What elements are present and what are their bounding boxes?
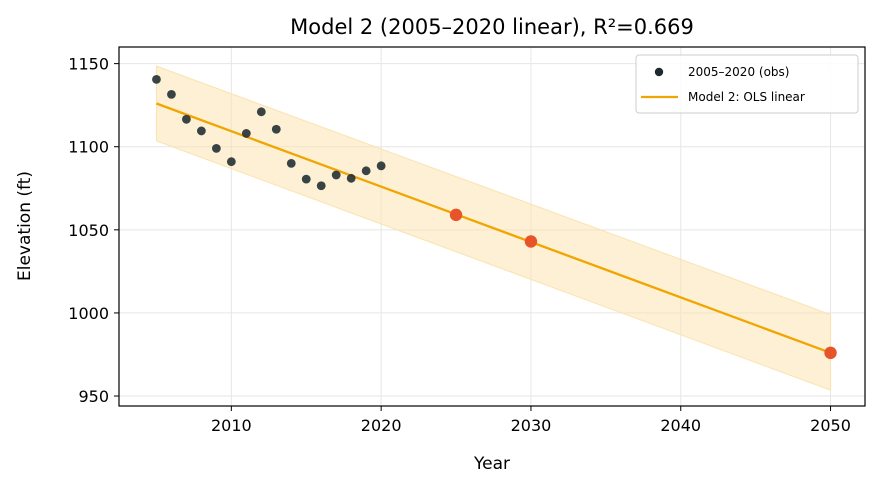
- x-tick-label: 2040: [660, 416, 701, 435]
- legend-box: [635, 54, 859, 114]
- obs-point: [361, 166, 371, 176]
- y-tick-label: 950: [78, 387, 109, 406]
- observation-points: [152, 75, 386, 191]
- forecast-point: [449, 208, 463, 222]
- forecast-point: [524, 235, 538, 248]
- y-ticks: 950 1000 1050 1100 1150: [68, 55, 119, 406]
- y-tick-label: 1150: [68, 55, 109, 74]
- obs-point: [196, 126, 206, 136]
- x-axis-label: Year: [473, 454, 510, 474]
- obs-point: [316, 181, 326, 191]
- legend-fit-label: Model 2: OLS linear: [688, 90, 805, 104]
- chart-title: Model 2 (2005–2020 linear), R²=0.669: [290, 15, 694, 39]
- x-tick-label: 2050: [810, 416, 851, 435]
- obs-point: [346, 173, 356, 183]
- x-ticks: 2010 2020 2030 2040 2050: [211, 406, 851, 435]
- obs-point: [167, 89, 176, 99]
- obs-point: [256, 107, 266, 117]
- x-tick-label: 2020: [361, 416, 402, 435]
- obs-point: [376, 161, 386, 171]
- fit-line: [156, 102, 831, 354]
- legend-obs-marker: [654, 67, 664, 77]
- legend: 2005–2020 (obs) Model 2: OLS linear: [635, 54, 859, 114]
- obs-point: [211, 143, 221, 153]
- x-tick-label: 2030: [511, 416, 552, 435]
- obs-point: [286, 158, 296, 168]
- y-tick-label: 1100: [68, 138, 109, 157]
- obs-point: [331, 170, 341, 180]
- y-tick-label: 1000: [68, 304, 109, 323]
- obs-point: [152, 75, 161, 84]
- legend-obs-label: 2005–2020 (obs): [688, 65, 789, 79]
- forecast-points: [449, 208, 837, 360]
- fit-line-layer: [156, 102, 831, 354]
- obs-point: [271, 124, 281, 134]
- obs-point: [301, 174, 311, 184]
- obs-point: [241, 129, 251, 138]
- plot-frame: [118, 46, 866, 407]
- y-tick-label: 1050: [68, 221, 109, 240]
- forecast-point: [824, 346, 837, 360]
- x-tick-label: 2010: [211, 416, 252, 435]
- obs-point: [182, 114, 191, 124]
- y-axis-label: Elevation (ft): [15, 171, 35, 281]
- obs-point: [226, 157, 236, 167]
